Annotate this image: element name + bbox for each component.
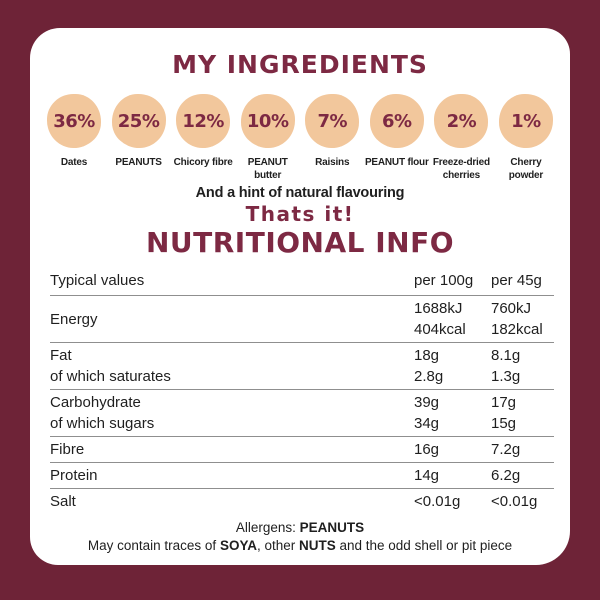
ingredient-percent-circle: 36% (47, 94, 101, 148)
ingredient-percent-circle: 1% (498, 94, 553, 148)
ingredient-item: 1% Cherry powder (494, 94, 558, 182)
ingredient-percent-circle: 7% (305, 94, 360, 148)
value-per-100g: 14g (414, 467, 440, 484)
ingredient-label: Raisins (315, 157, 350, 168)
ingredient-label: Freeze-dried cherries (432, 157, 490, 181)
value-per-100g: 18g 2.8g (414, 347, 444, 385)
nutrition-table-body: Energy 1688kJ 404kcal 760kJ 182kcal Fat of whi… (50, 296, 554, 514)
column-per-45g: per 45g (491, 272, 542, 289)
ingredient-percent-circle: 2% (434, 94, 489, 148)
ingredient-item: 12% Chicory fibre (171, 94, 235, 182)
value-per-45g: 6.2g (491, 467, 521, 484)
ingredient-percent-circle: 10% (240, 94, 295, 148)
nutritional-info-title: NUTRITIONAL INFO (145, 226, 455, 259)
value-per-45g: 7.2g (491, 441, 521, 458)
ingredient-label: Chicory fibre (173, 157, 233, 168)
ingredient-label: PEANUT flour (364, 157, 429, 168)
value-per-100g: 1688kJ 404kcal (414, 300, 466, 338)
ingredient-item: 2% Freeze-dried cherries (429, 94, 493, 182)
value-per-45g: 17g 15g (491, 394, 517, 432)
nutrient-name: Carbohydrate of which sugars (50, 394, 155, 432)
ingredient-item: 25% PEANUTS (107, 94, 171, 182)
value-per-45g: 760kJ 182kcal (491, 300, 543, 338)
ingredient-item: 10% PEANUT butter (236, 94, 300, 182)
allergens-note: Allergens: PEANUTS May contain traces of… (30, 519, 570, 555)
nutrition-row: Fat of which saturates 18g 2.8g 8.1g 1.3g (50, 343, 554, 390)
nutrition-row: Fibre 16g 7.2g (50, 437, 554, 463)
nutrient-name: Protein (50, 467, 98, 484)
nutrition-row: Carbohydrate of which sugars 39g 34g 17g 15g (50, 390, 554, 437)
nutrition-row: Salt <0.01g <0.01g (50, 489, 554, 514)
allergens-line: Allergens: PEANUTS (235, 520, 365, 535)
nutrition-table: Typical values per 100g per 45g Energy 16… (50, 266, 554, 514)
value-per-100g: <0.01g (414, 493, 461, 510)
ingredient-item: 7% Raisins (300, 94, 364, 182)
nutrient-name: Energy (50, 310, 98, 328)
value-per-100g: 16g (414, 441, 440, 458)
ingredient-percent-circle: 12% (176, 94, 231, 148)
ingredient-item: 36% Dates (42, 94, 106, 182)
ingredient-percent-circle: 25% (111, 94, 166, 148)
nutrient-name: Fibre (50, 441, 85, 458)
column-per-100g: per 100g (414, 272, 474, 289)
column-typical-values: Typical values (50, 272, 145, 289)
nutrition-row: Protein 14g 6.2g (50, 463, 554, 489)
ingredient-label: PEANUT butter (247, 157, 288, 181)
thats-it-tagline: Thats it! (245, 202, 355, 226)
ingredient-label: Dates (60, 157, 88, 168)
ingredient-label: PEANUTS (115, 157, 162, 168)
label-panel: MY INGREDIENTS 36% Dates 25% PEANUTS 12% Chic… (30, 28, 570, 565)
nutrient-name: Salt (50, 493, 76, 510)
natural-flavouring-note: And a hint of natural flavouring (195, 185, 405, 201)
ingredients-circles-row: 36% Dates 25% PEANUTS 12% Chicory fibre 10% PEA… (30, 94, 570, 182)
nutrition-row: Energy 1688kJ 404kcal 760kJ 182kcal (50, 296, 554, 343)
ingredient-percent-circle: 6% (369, 94, 424, 148)
nutrition-table-header: Typical values per 100g per 45g (50, 266, 554, 296)
ingredients-title: MY INGREDIENTS (172, 50, 428, 79)
ingredient-label: Cherry powder (508, 157, 544, 181)
ingredient-item: 6% PEANUT flour (365, 94, 429, 182)
nutrient-name: Fat of which saturates (50, 347, 171, 385)
value-per-100g: 39g 34g (414, 394, 440, 432)
value-per-45g: <0.01g (491, 493, 538, 510)
value-per-45g: 8.1g 1.3g (491, 347, 521, 385)
may-contain-line: May contain traces of SOYA, other NUTS a… (87, 538, 513, 553)
